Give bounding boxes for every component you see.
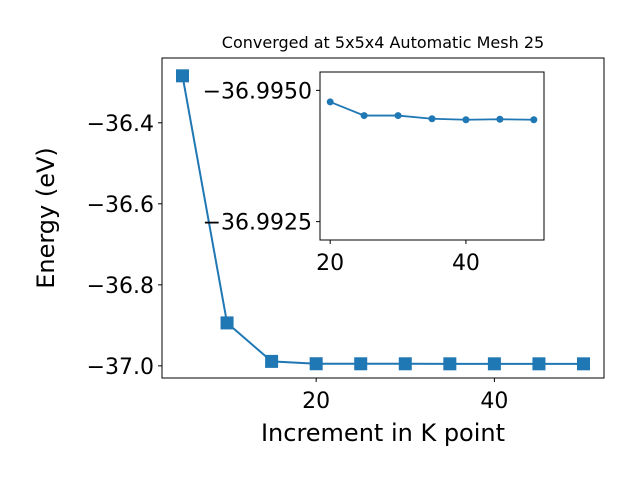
- main-data-point: [309, 357, 323, 371]
- main-y-tick-label: −36.8: [87, 274, 154, 299]
- main-data-point: [577, 357, 591, 371]
- main-data-point: [265, 354, 279, 368]
- inset-plot-frame: [319, 71, 545, 241]
- inset-data-point: [530, 116, 538, 124]
- inset-data-point: [462, 116, 470, 124]
- inset-x-ticks: 20 40: [316, 240, 480, 276]
- main-data-point: [220, 316, 234, 330]
- inset-series: [326, 98, 538, 124]
- main-plot-frame: [161, 57, 605, 379]
- inset-data-point: [428, 115, 436, 123]
- inset-background: [320, 72, 544, 240]
- inset-y-tick-label: −36.9925: [203, 211, 312, 236]
- inset-data-point: [360, 112, 368, 120]
- main-x-tick-label: 40: [480, 389, 508, 414]
- inset-x-tick-label: 40: [452, 251, 480, 276]
- main-axes: 20 40 −37.0−36.8−36.6−36.4 Converged at 5…: [32, 33, 605, 447]
- x-axis-label: Increment in K point: [261, 419, 505, 447]
- inset-axes: 20 40 −36.9950−36.9925: [203, 71, 545, 276]
- main-data-point: [354, 357, 368, 371]
- main-series-line: [181, 75, 584, 365]
- inset-y-tick-label: −36.9950: [203, 79, 312, 104]
- y-axis-label: Energy (eV): [32, 147, 60, 289]
- inset-data-point: [326, 98, 334, 106]
- main-data-point: [487, 357, 501, 371]
- main-y-ticks: −37.0 −36.8 −36.6 −36.4: [87, 112, 162, 380]
- main-data-point: [175, 69, 189, 83]
- inset-data-point: [496, 115, 504, 123]
- chart-title: Converged at 5x5x4 Automatic Mesh 25: [222, 33, 544, 52]
- inset-data-point: [394, 112, 402, 120]
- main-x-ticks: 20 40: [302, 378, 508, 414]
- main-data-point: [532, 357, 546, 371]
- main-data-point: [443, 357, 457, 371]
- inset-x-tick-label: 20: [316, 251, 344, 276]
- main-y-tick-label: −36.4: [87, 112, 154, 137]
- main-x-tick-label: 20: [302, 389, 330, 414]
- main-y-tick-label: −37.0: [87, 355, 154, 380]
- main-series: [175, 69, 591, 371]
- main-data-point: [398, 357, 412, 371]
- main-y-tick-label: −36.6: [87, 193, 154, 218]
- inset-y-ticks: −36.9950 −36.9925: [203, 79, 320, 236]
